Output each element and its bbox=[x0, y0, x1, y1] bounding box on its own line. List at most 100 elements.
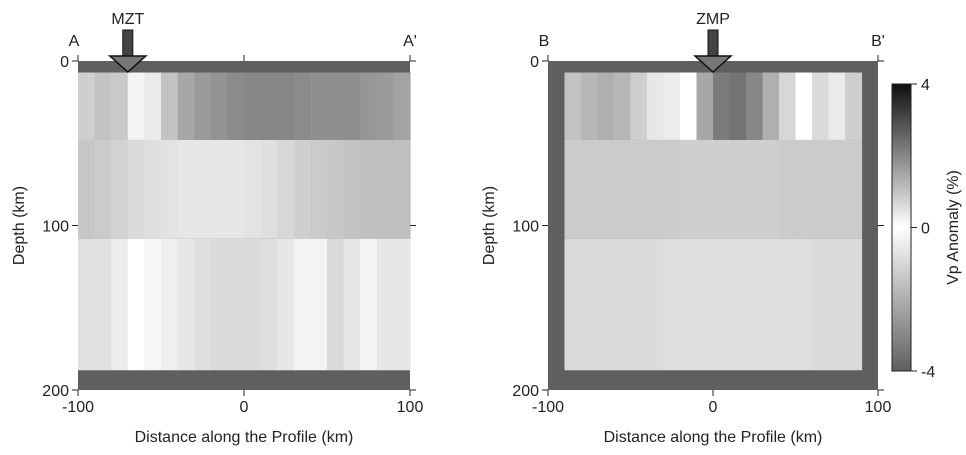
heatmap-cell bbox=[746, 72, 764, 140]
heatmap-cell bbox=[277, 139, 295, 239]
y-tick-label: 100 bbox=[512, 219, 539, 236]
heatmap-cell bbox=[647, 139, 665, 239]
heatmap-cell bbox=[713, 72, 731, 140]
heatmap-cell bbox=[343, 238, 361, 371]
heatmap-cell bbox=[680, 238, 698, 371]
heatmap-cell bbox=[581, 139, 599, 239]
heatmap-cell bbox=[597, 139, 615, 239]
heatmap-cell bbox=[696, 238, 714, 371]
heatmap-cell bbox=[845, 72, 863, 140]
x-tick-label: -100 bbox=[62, 399, 94, 416]
heatmap-cell bbox=[614, 238, 632, 371]
heatmap-cell bbox=[78, 139, 96, 239]
heatmap-cell bbox=[94, 72, 112, 140]
heatmap-cell bbox=[127, 139, 145, 239]
heatmap-cell bbox=[227, 139, 245, 239]
heatmap-cell bbox=[663, 139, 681, 239]
heatmap-cell bbox=[647, 72, 665, 140]
y-tick-label: 100 bbox=[42, 219, 69, 236]
heatmap-cell bbox=[244, 72, 262, 140]
heatmap-cell bbox=[244, 238, 262, 371]
heatmap-cell bbox=[795, 72, 813, 140]
heatmap-cell bbox=[614, 72, 632, 140]
heatmap-cell bbox=[564, 238, 582, 371]
heatmap-cell bbox=[663, 72, 681, 140]
heatmap-cell bbox=[293, 72, 311, 140]
heatmap-cell bbox=[161, 139, 179, 239]
marker-arrow-shaft bbox=[122, 29, 134, 59]
heatmap-cell bbox=[762, 72, 780, 140]
heatmap-cell bbox=[194, 238, 212, 371]
x-tick-label: 0 bbox=[709, 399, 718, 416]
heatmap-cell bbox=[78, 72, 96, 140]
y-tick-label: 200 bbox=[42, 383, 69, 400]
heatmap-cell bbox=[144, 139, 162, 239]
heatmap-cell bbox=[680, 72, 698, 140]
heatmap-cell bbox=[144, 72, 162, 140]
y-tick-label: 200 bbox=[512, 383, 539, 400]
x-tick-label: 0 bbox=[240, 399, 249, 416]
heatmap-cell bbox=[111, 72, 129, 140]
heatmap-cell bbox=[680, 139, 698, 239]
heatmap-cell bbox=[630, 139, 648, 239]
y-axis-label: Depth (km) bbox=[481, 186, 498, 265]
colorbar: 4 0 -4 Vp Anomaly (%) bbox=[891, 77, 962, 381]
colorbar-label: Vp Anomaly (%) bbox=[945, 170, 962, 285]
heatmap-cell bbox=[111, 238, 129, 371]
profile-panel-2: -100 0 100 0 100 200 Distance along the Profil… bbox=[481, 11, 891, 446]
heatmap-cell bbox=[194, 72, 212, 140]
heatmap-cell bbox=[343, 139, 361, 239]
heatmap-cell bbox=[828, 72, 846, 140]
heatmap-cell bbox=[762, 238, 780, 371]
heatmap-cell bbox=[696, 139, 714, 239]
heatmap-cell bbox=[310, 72, 328, 140]
heatmap-cell bbox=[812, 72, 830, 140]
heatmap-cell bbox=[746, 139, 764, 239]
heatmap-cell bbox=[630, 72, 648, 140]
heatmap-cell bbox=[360, 238, 378, 371]
heatmap-cell bbox=[360, 72, 378, 140]
heatmap-cell bbox=[630, 238, 648, 371]
heatmap-cell bbox=[845, 238, 863, 371]
marker-arrow-head bbox=[693, 55, 733, 74]
heatmap-cell bbox=[597, 72, 615, 140]
heatmap-cell bbox=[729, 139, 747, 239]
profile-start-label: B bbox=[539, 33, 550, 50]
heatmap-cell bbox=[177, 238, 195, 371]
x-tick-label: 100 bbox=[865, 399, 892, 416]
heatmap-cell bbox=[260, 238, 278, 371]
heatmap-cell bbox=[597, 238, 615, 371]
profile-start-label: A bbox=[69, 33, 80, 50]
x-axis-label: Distance along the Profile (km) bbox=[135, 429, 354, 446]
marker-arrow-shaft bbox=[707, 29, 719, 59]
heatmap-cell bbox=[327, 238, 345, 371]
heatmap-cell bbox=[729, 72, 747, 140]
heatmap-cell bbox=[327, 72, 345, 140]
heatmap-cell bbox=[293, 238, 311, 371]
heatmap-cell bbox=[310, 238, 328, 371]
heatmap-cell bbox=[812, 139, 830, 239]
y-axis-label: Depth (km) bbox=[11, 186, 28, 265]
heatmap-cell bbox=[376, 139, 394, 239]
heatmap-cell bbox=[713, 238, 731, 371]
heatmap-cell bbox=[376, 238, 394, 371]
marker-arrow-head bbox=[107, 55, 148, 74]
heatmap-cell bbox=[277, 238, 295, 371]
heatmap-cell bbox=[94, 238, 112, 371]
profile-panel-1: -100 0 100 0 100 200 Distance along the Profil… bbox=[11, 11, 423, 446]
heatmap-cell bbox=[227, 238, 245, 371]
heatmap-cell bbox=[210, 72, 228, 140]
heatmap-cell bbox=[828, 238, 846, 371]
heatmap-cell bbox=[812, 238, 830, 371]
heatmap-cell bbox=[260, 139, 278, 239]
heatmap-cell bbox=[564, 139, 582, 239]
heatmap-cell bbox=[828, 139, 846, 239]
heatmap-cell bbox=[614, 139, 632, 239]
heatmap-cell bbox=[663, 238, 681, 371]
y-tick-label: 0 bbox=[530, 54, 539, 71]
heatmap-cell bbox=[293, 139, 311, 239]
heatmap-cell bbox=[161, 238, 179, 371]
heatmap-cell bbox=[795, 139, 813, 239]
x-tick-label: 100 bbox=[397, 399, 424, 416]
